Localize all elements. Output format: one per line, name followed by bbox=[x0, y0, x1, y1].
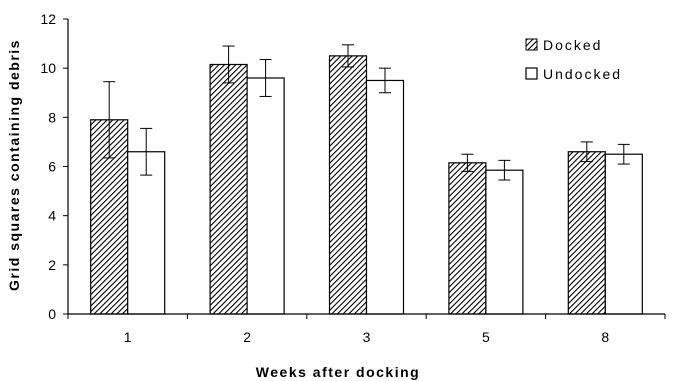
error-bar-undocked-week-3 bbox=[379, 67, 391, 94]
x-tick-label-8: 8 bbox=[601, 329, 609, 345]
bar-undocked-week-1 bbox=[127, 151, 166, 315]
bar-undocked-week-2 bbox=[246, 77, 285, 315]
y-tick-label-2: 2 bbox=[48, 257, 56, 273]
x-axis-title: Weeks after docking bbox=[256, 364, 420, 380]
legend-swatch-docked bbox=[525, 38, 538, 51]
bar-undocked-week-5 bbox=[485, 169, 524, 315]
error-bar-docked-week-8 bbox=[580, 141, 593, 163]
x-tick-label-2: 2 bbox=[243, 329, 251, 345]
legend-label-undocked: Undocked bbox=[543, 66, 622, 82]
y-tick-label-8: 8 bbox=[48, 109, 56, 125]
error-bar-docked-week-1 bbox=[103, 81, 116, 159]
bars-layer bbox=[90, 55, 643, 315]
y-tick-label-12: 12 bbox=[40, 11, 56, 27]
error-bar-docked-week-3 bbox=[342, 44, 354, 68]
bar-undocked-week-8 bbox=[604, 153, 643, 315]
x-tick-label-3: 3 bbox=[363, 329, 371, 345]
error-bar-docked-week-2 bbox=[222, 45, 235, 84]
bar-docked-week-3 bbox=[328, 55, 368, 315]
error-bars-layer bbox=[103, 44, 630, 181]
axes-layer bbox=[63, 18, 666, 319]
legend: Docked Undocked bbox=[525, 37, 622, 82]
x-tick-label-1: 1 bbox=[124, 329, 132, 345]
x-tick-label-5: 5 bbox=[482, 329, 490, 345]
error-bar-undocked-week-8 bbox=[617, 143, 630, 165]
error-bar-undocked-week-5 bbox=[498, 159, 511, 181]
legend-swatch-undocked bbox=[525, 67, 538, 80]
bar-docked-week-2 bbox=[209, 63, 248, 315]
y-tick-label-10: 10 bbox=[40, 60, 56, 76]
y-tick-label-0: 0 bbox=[48, 306, 56, 322]
error-bar-undocked-week-1 bbox=[140, 127, 153, 176]
bar-undocked-week-3 bbox=[365, 79, 405, 315]
bar-docked-week-5 bbox=[448, 162, 487, 315]
y-axis-title: Grid squares containing debris bbox=[6, 39, 22, 291]
bar-docked-week-8 bbox=[567, 151, 606, 315]
y-tick-label-4: 4 bbox=[48, 208, 56, 224]
error-bar-docked-week-5 bbox=[461, 153, 474, 172]
legend-label-docked: Docked bbox=[543, 37, 602, 53]
y-tick-label-6: 6 bbox=[48, 159, 56, 175]
error-bar-undocked-week-2 bbox=[259, 59, 272, 97]
